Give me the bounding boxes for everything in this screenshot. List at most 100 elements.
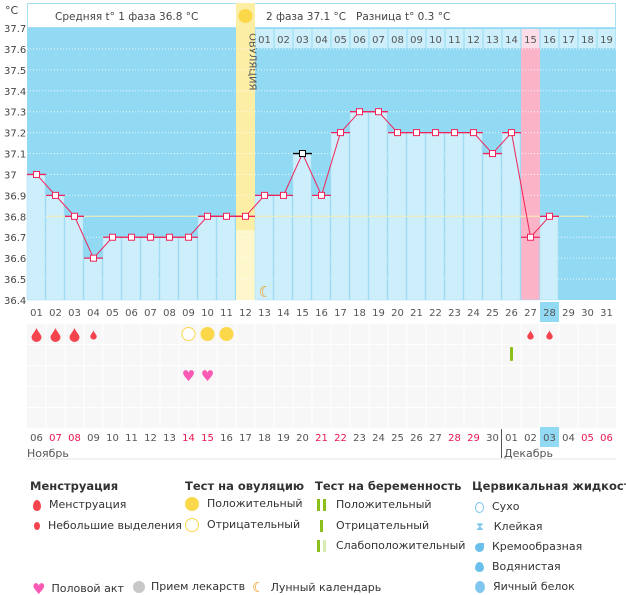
spotting-drop-icon [527,330,534,340]
temperature-bar [140,236,160,301]
cycle-day-label: 25 [486,308,499,319]
y-tick-label: 37.7 [4,24,26,35]
pill-icon [133,581,145,593]
cycle-day-label: 17 [334,308,347,319]
legend-pregtest-negative: Отрицательный [317,519,429,532]
today-highlight [540,427,559,447]
luteal-day-label: 10 [429,35,442,46]
luteal-day-label: 05 [334,35,347,46]
menstruation-drop-icon [31,328,42,342]
temperature-point [432,129,439,137]
calendar-date-label: 21 [315,433,328,444]
cycle-day-label: 27 [524,308,537,319]
luteal-day-label: 06 [353,35,366,46]
legend-cervical-eggwhite: Яичный белок [475,580,575,593]
calendar-date-label: 11 [125,433,138,444]
temperature-point [527,233,534,241]
symbol-row [27,366,616,386]
temperature-bar [216,216,236,301]
cycle-day-label: 12 [239,308,252,319]
temperature-bar [539,216,559,301]
temperature-point [223,212,230,220]
luteal-day-cell [521,29,540,48]
cycle-day-label: 16 [315,308,328,319]
calendar-date-label: 29 [467,433,480,444]
current-day-highlight [540,302,559,322]
calendar-date-label: 27 [429,433,442,444]
cycle-day-label: 15 [296,308,309,319]
y-tick-label: 37 [4,170,17,181]
temperature-bar [311,195,331,301]
luteal-day-label: 03 [296,35,309,46]
menstruation-drop-icon [69,328,80,342]
temperature-bar [368,111,388,301]
temperature-point [52,191,59,199]
temperature-point [166,233,173,241]
temperature-point [185,233,192,241]
temperature-point [261,191,268,199]
luteal-day-label: 04 [315,35,328,46]
cycle-day-label: 23 [448,308,461,319]
calendar-date-label: 16 [220,433,233,444]
legend-medication: Прием лекарств [133,580,245,593]
luteal-day-label: 09 [410,35,423,46]
luteal-day-label: 18 [581,35,594,46]
legend-pregtest-title: Тест на беременность [315,479,462,493]
luteal-day-cell [331,29,350,48]
temperature-point [394,129,401,137]
cycle-day-label: 28 [543,308,556,319]
sun-icon [238,9,253,23]
menstruation-drop-icon [50,328,61,342]
temperature-difference: Разница t° 0.3 °C [356,11,450,23]
legend-pregtest-weak: Слабоположительный [317,539,465,552]
calendar-date-label: 09 [87,433,100,444]
legend-cervical-dry: Сухо [475,500,519,513]
drop-big-icon [33,499,41,511]
cycle-day-label: 14 [277,308,290,319]
calendar-date-label: 26 [410,433,423,444]
luteal-day-cell [540,29,559,48]
calendar-date-label: 28 [448,433,461,444]
luteal-day-cell [464,29,483,48]
cycle-day-label: 07 [144,308,157,319]
spotting-drop-icon [546,330,553,340]
y-tick-label: 37.2 [4,129,26,140]
luteal-day-cell [502,29,521,48]
luteal-day-label: 01 [258,35,271,46]
temperature-point [356,108,363,116]
cycle-day-label: 03 [68,308,81,319]
calendar-date-label: 19 [277,433,290,444]
symbol-row [27,324,616,344]
luteal-day-label: 11 [448,35,461,46]
temperature-point [109,233,116,241]
luteal-day-label: 12 [467,35,480,46]
luteal-day-label: 14 [505,35,518,46]
legend-ovtest-title: Тест на овуляцию [185,479,305,493]
y-tick-label: 37.6 [4,45,26,56]
temperature-bar [178,236,198,301]
luteal-day-label: 17 [562,35,575,46]
cycle-day-label: 11 [220,308,233,319]
calendar-date-label: 03 [543,433,556,444]
temperature-point [33,170,40,178]
double-bar-icon [317,499,320,511]
cycle-day-label: 30 [581,308,594,319]
calendar-date-label: 12 [144,433,157,444]
calendar-date-label: 04 [562,433,575,444]
temperature-bar [102,236,122,301]
luteal-day-cell [388,29,407,48]
temperature-bar [292,153,312,301]
luteal-day-cell [426,29,445,48]
calendar-date-label: 18 [258,433,271,444]
luteal-day-label: 13 [486,35,499,46]
y-tick-label: 36.6 [4,254,26,265]
luteal-day-label: 02 [277,35,290,46]
cycle-day-label: 02 [49,308,62,319]
cycle-day-label: 29 [562,308,575,319]
luteal-day-cell [483,29,502,48]
calendar-date-label: 30 [486,433,499,444]
symbol-row [27,387,616,407]
heart-icon: ♥ [182,367,195,385]
temperature-bar [121,236,141,301]
